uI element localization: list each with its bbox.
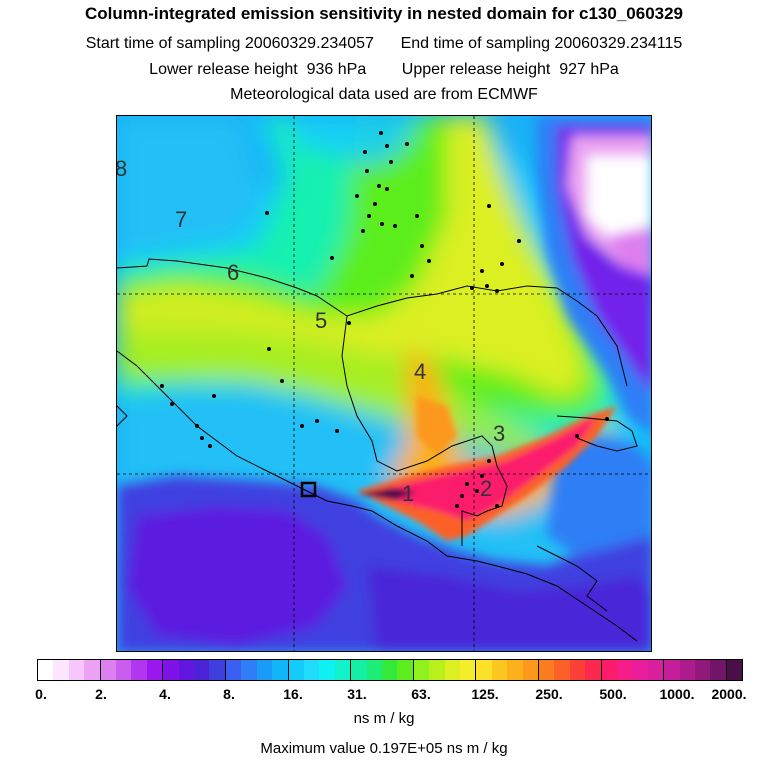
colorbar-swatch [381, 660, 398, 680]
time-label-8: 8 [117, 156, 127, 181]
colorbar-tick-label: 1000. [659, 686, 695, 702]
colorbar-swatch [334, 660, 351, 680]
colorbar-swatch [585, 660, 601, 680]
time-label-1: 1 [402, 481, 414, 506]
colorbar-swatch [429, 660, 445, 680]
map-svg: 1 2 3 4 5 6 7 8 [117, 116, 651, 651]
coastlines [117, 258, 638, 642]
time-labels: 1 2 3 4 5 6 7 8 [117, 156, 505, 506]
time-label-7: 7 [175, 207, 187, 232]
colorbar-swatch [554, 660, 570, 680]
colorbar-swatch [475, 660, 492, 680]
colorbar-swatch [303, 660, 320, 680]
colorbar-units: ns m / kg [353, 710, 415, 727]
emission-plume [357, 396, 617, 541]
maximum-value: Maximum value 0.197E+05 ns m / kg [0, 740, 768, 757]
high-north-east-region [537, 116, 651, 435]
colorbar-swatch [522, 660, 538, 680]
colorbar-swatch [241, 660, 257, 680]
upper-value: 927 hPa [559, 61, 619, 78]
plot-title: Column-integrated emission sensitivity i… [84, 4, 684, 23]
start-value: 20060329.234057 [244, 35, 374, 52]
colorbar-swatch [412, 660, 430, 680]
colorbar-tick-label: 2000. [711, 686, 747, 702]
colorbar-swatch [725, 660, 743, 680]
lower-value: 936 hPa [306, 61, 367, 78]
colorbar-swatch [319, 660, 335, 680]
sampling-location-box [300, 481, 317, 498]
colorbar-tick-label: 8. [223, 686, 235, 702]
lat-lon-grid [117, 116, 651, 651]
colorbar-tick-label: 31. [347, 686, 367, 702]
release-heights: Lower release height 936 hPa Upper relea… [0, 61, 768, 79]
sampling-times: Start time of sampling 20060329.234057 E… [0, 35, 768, 53]
colorbar-swatch [272, 660, 288, 680]
colorbar-swatch [287, 660, 304, 680]
time-label-5: 5 [315, 308, 327, 333]
colorbar-swatch [84, 660, 100, 680]
colorbar-swatch [178, 660, 195, 680]
lower-label: Lower release height [149, 61, 298, 78]
colorbar-swatch [617, 660, 633, 680]
colorbar-swatch [569, 660, 586, 680]
time-label-3: 3 [493, 421, 505, 446]
colorbar-swatch [194, 660, 210, 680]
colorbar-swatch [444, 660, 460, 680]
colorbar-swatch [68, 660, 85, 680]
time-label-4: 4 [414, 359, 426, 384]
colorbar-swatch [663, 660, 680, 680]
colorbar-swatch [162, 660, 179, 680]
met-data-note: Meteorological data used are from ECMWF [230, 86, 538, 103]
colorbar-tick-label: 500. [599, 686, 627, 702]
colorbar-swatch [647, 660, 664, 680]
colorbar-swatch [256, 660, 273, 680]
max-value: 0.197E+05 ns m / kg [369, 740, 508, 757]
colorbar-tick-label: 4. [159, 686, 171, 702]
colorbar-swatch [224, 660, 242, 680]
colorbar-swatch [538, 660, 555, 680]
colorbar-tick-label: 0. [35, 686, 47, 702]
station-markers [160, 131, 609, 508]
colorbar-tick-label: 63. [411, 686, 431, 702]
low-south-region [117, 436, 651, 651]
colorbar-tick-label: 16. [283, 686, 303, 702]
colorbar-swatch [710, 660, 726, 680]
time-label-2: 2 [480, 476, 492, 501]
end-value: 20060329.234115 [554, 35, 683, 52]
sensitivity-map: 1 2 3 4 5 6 7 8 [116, 115, 652, 652]
colorbar-swatch [350, 660, 367, 680]
time-label-6: 6 [227, 260, 239, 285]
start-label: Start time of sampling [85, 35, 241, 52]
colorbar-swatch [209, 660, 225, 680]
colorbar-swatch [131, 660, 147, 680]
colorbar-swatch [491, 660, 508, 680]
colorbar-swatch [38, 660, 54, 680]
colorbar-tick-label: 250. [535, 686, 563, 702]
upper-label: Upper release height [401, 61, 551, 78]
colorbar-swatch [600, 660, 618, 680]
colorbar-tick-label: 2. [95, 686, 107, 702]
colorbar-swatch [397, 660, 413, 680]
colorbar-swatch [632, 660, 648, 680]
colorbar-swatch [695, 660, 711, 680]
colorbar-swatch [146, 660, 163, 680]
colorbar-tick-label: 125. [471, 686, 499, 702]
colorbar-swatch [459, 660, 476, 680]
colorbar-swatch [366, 660, 382, 680]
colorbar-swatch [99, 660, 117, 680]
colorbar-swatch [679, 660, 696, 680]
max-label: Maximum value [260, 740, 366, 757]
colorbar [37, 659, 743, 681]
colorbar-swatch [53, 660, 69, 680]
colorbar-swatch [116, 660, 132, 680]
colorbar-swatch [507, 660, 523, 680]
end-label: End time of sampling [400, 35, 550, 52]
